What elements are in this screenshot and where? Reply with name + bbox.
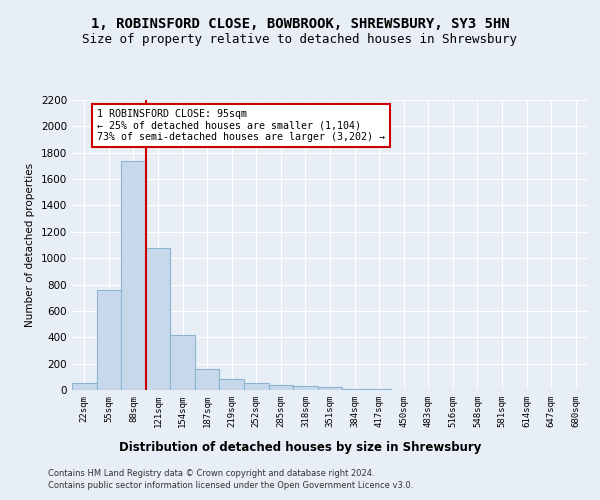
Text: Contains public sector information licensed under the Open Government Licence v3: Contains public sector information licen…	[48, 481, 413, 490]
Bar	[97, 290, 121, 390]
Bar	[195, 369, 220, 390]
Text: Contains HM Land Registry data © Crown copyright and database right 2024.: Contains HM Land Registry data © Crown c…	[48, 468, 374, 477]
Bar	[318, 388, 342, 390]
Bar	[220, 379, 244, 390]
Text: Size of property relative to detached houses in Shrewsbury: Size of property relative to detached ho…	[83, 32, 517, 46]
Bar	[269, 384, 293, 390]
Bar	[72, 383, 97, 390]
Bar	[121, 160, 146, 390]
Bar	[146, 248, 170, 390]
Y-axis label: Number of detached properties: Number of detached properties	[25, 163, 35, 327]
Bar	[244, 384, 269, 390]
Bar	[170, 334, 195, 390]
Text: 1, ROBINSFORD CLOSE, BOWBROOK, SHREWSBURY, SY3 5HN: 1, ROBINSFORD CLOSE, BOWBROOK, SHREWSBUR…	[91, 18, 509, 32]
Text: 1 ROBINSFORD CLOSE: 95sqm
← 25% of detached houses are smaller (1,104)
73% of se: 1 ROBINSFORD CLOSE: 95sqm ← 25% of detac…	[97, 109, 385, 142]
Text: Distribution of detached houses by size in Shrewsbury: Distribution of detached houses by size …	[119, 441, 481, 454]
Bar	[293, 386, 318, 390]
